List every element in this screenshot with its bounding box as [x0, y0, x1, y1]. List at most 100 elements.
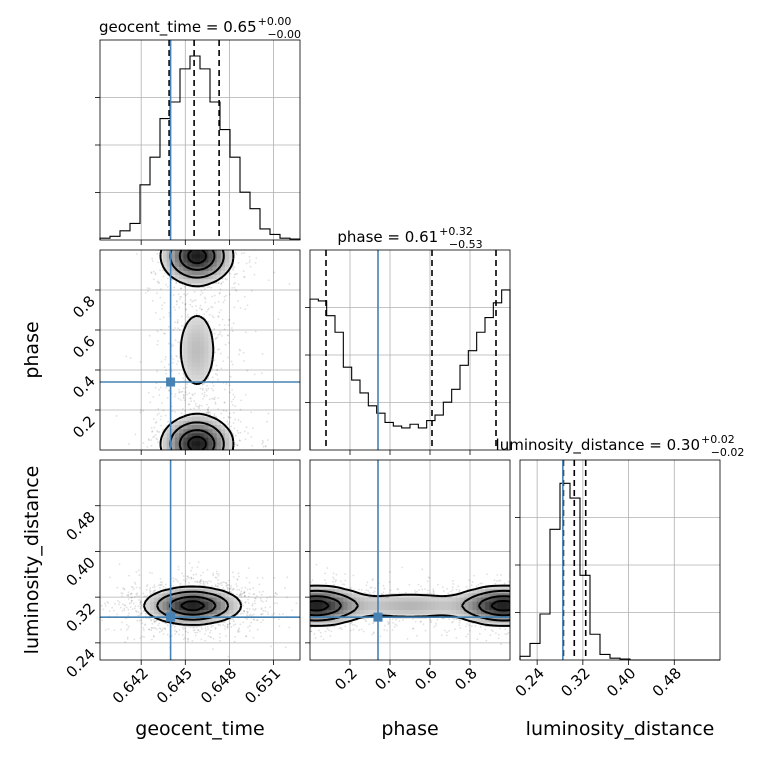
density-cell: [191, 366, 197, 372]
sample-point: [238, 588, 241, 591]
sample-point: [163, 301, 166, 304]
sample-point: [465, 625, 467, 628]
sample-point: [364, 591, 366, 594]
sample-point: [177, 397, 180, 400]
sample-point: [523, 604, 525, 606]
sample-point: [262, 609, 265, 612]
density-cell: [191, 370, 197, 376]
sample-point: [224, 294, 227, 297]
density-cell: [229, 605, 234, 611]
density-cell: [200, 433, 205, 438]
sample-point: [217, 574, 220, 577]
sample-point: [202, 581, 205, 584]
sample-point: [195, 451, 197, 453]
sample-point: [158, 388, 160, 391]
sample-point: [237, 432, 240, 434]
sample-point: [145, 588, 148, 591]
density-cell: [200, 254, 205, 259]
sample-point: [244, 331, 247, 334]
sample-point: [135, 571, 138, 573]
sample-point: [204, 200, 206, 202]
sample-point: [379, 635, 382, 638]
sample-point: [248, 463, 250, 465]
sample-point: [416, 634, 418, 637]
sample-point: [210, 636, 213, 639]
sample-point: [180, 295, 183, 298]
sample-point: [152, 270, 155, 273]
density-cell: [208, 341, 213, 347]
sample-point: [225, 582, 227, 584]
sample-point: [383, 624, 386, 627]
sample-point: [232, 398, 235, 401]
sample-point: [166, 277, 169, 280]
density-cell: [485, 593, 490, 598]
sample-point: [148, 334, 151, 337]
sample-point: [332, 572, 335, 575]
sample-point: [200, 461, 202, 463]
sample-point: [352, 628, 355, 631]
sample-point: [143, 595, 145, 598]
sample-point: [233, 640, 236, 643]
sample-point: [206, 457, 208, 459]
sample-point: [161, 245, 163, 247]
sample-point: [126, 594, 129, 597]
sample-point: [180, 315, 183, 318]
density-cell: [439, 597, 444, 603]
sample-point: [213, 398, 216, 401]
sample-point: [156, 462, 158, 464]
density-cell: [200, 425, 205, 430]
sample-point: [213, 230, 215, 232]
sample-point: [203, 234, 205, 236]
sample-point: [174, 308, 177, 311]
sample-point: [179, 582, 182, 585]
sample-point: [212, 637, 215, 640]
density-cell: [216, 618, 222, 623]
density-cell: [191, 601, 197, 607]
sample-point: [205, 389, 208, 392]
density-cell: [208, 610, 213, 615]
sample-point: [104, 605, 107, 607]
density-cell: [460, 593, 465, 598]
sample-point: [217, 281, 220, 284]
sample-point: [552, 643, 554, 645]
sample-point: [528, 602, 530, 604]
sample-point: [282, 584, 284, 586]
density-cell: [200, 437, 205, 443]
sample-point: [293, 601, 295, 603]
sample-point: [236, 272, 239, 275]
sample-point: [159, 318, 162, 321]
sample-point: [209, 631, 211, 634]
sample-point: [534, 597, 536, 599]
sample-point: [211, 584, 213, 587]
density-cell: [195, 358, 201, 363]
sample-point: [201, 387, 204, 390]
sample-point: [108, 576, 111, 579]
sample-point: [304, 633, 306, 635]
sample-point: [254, 597, 256, 600]
density-cell: [191, 250, 197, 255]
sample-point: [367, 589, 370, 592]
density-cell: [187, 254, 193, 259]
density-cell: [170, 270, 176, 276]
density-cell: [204, 341, 209, 347]
sample-point: [135, 253, 138, 255]
sample-point: [197, 494, 199, 496]
sample-point: [234, 251, 237, 254]
sample-point: [123, 588, 126, 591]
sample-point: [306, 630, 308, 632]
sample-point: [296, 600, 298, 602]
sample-point: [220, 309, 223, 311]
density-cell: [472, 597, 478, 603]
density-cell: [208, 337, 213, 343]
sample-point: [171, 451, 173, 453]
sample-point: [156, 465, 158, 467]
density-cell: [204, 618, 209, 623]
sample-point: [225, 585, 228, 587]
sample-point: [141, 612, 143, 615]
density-cell: [187, 593, 193, 598]
sample-point: [187, 576, 190, 579]
sample-point: [249, 613, 252, 616]
sample-point: [239, 592, 242, 595]
sample-point: [245, 262, 248, 265]
sample-point: [280, 582, 282, 584]
